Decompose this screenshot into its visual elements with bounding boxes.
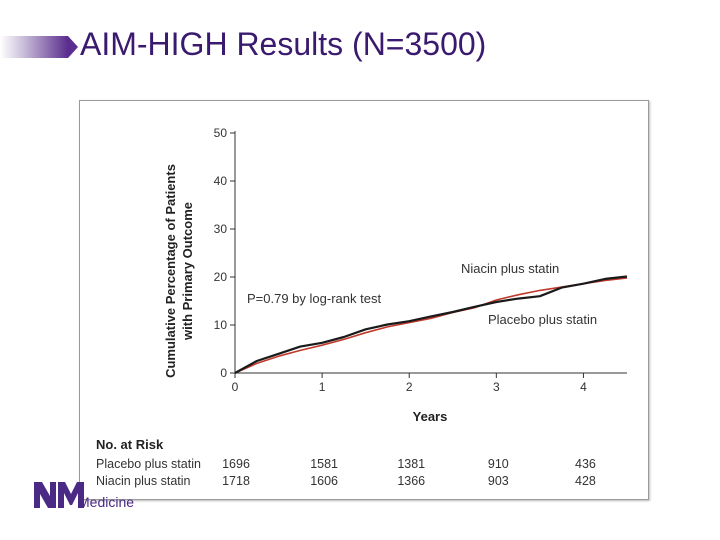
title-accent-bar <box>0 36 68 58</box>
at-risk-table: Placebo plus statin 1696 1581 1381 910 436 Nia… <box>96 457 596 488</box>
at-risk-value: 1606 <box>310 474 338 488</box>
x-tick-label: 4 <box>580 380 587 394</box>
series-lines <box>234 275 628 374</box>
p-value-annotation: P=0.79 by log-rank test <box>247 291 381 306</box>
y-tick-label: 50 <box>214 126 228 140</box>
at-risk-value: 428 <box>575 474 596 488</box>
at-risk-row-label: Niacin plus statin <box>96 474 191 488</box>
at-risk-value: 1581 <box>310 457 338 471</box>
at-risk-value: 1381 <box>397 457 425 471</box>
at-risk-value: 1696 <box>222 457 250 471</box>
at-risk-value: 1718 <box>222 474 250 488</box>
at-risk-row-label: Placebo plus statin <box>96 457 201 471</box>
y-axis-label: Cumulative Percentage of Patients with P… <box>163 164 195 378</box>
at-risk-title: No. at Risk <box>96 437 164 452</box>
axes <box>234 131 627 374</box>
kaplan-meier-chart: Cumulative Percentage of Patients with P… <box>96 126 628 488</box>
at-risk-value: 436 <box>575 457 596 471</box>
chart-figure: Cumulative Percentage of Patients with P… <box>79 100 649 500</box>
series-line-placebo <box>234 275 628 374</box>
northwestern-logo-icon <box>34 482 84 508</box>
y-tick-label: 30 <box>214 222 228 236</box>
at-risk-value: 1366 <box>397 474 425 488</box>
at-risk-value: 910 <box>488 457 509 471</box>
y-tick-label: 20 <box>214 270 228 284</box>
niacin-line-label: Niacin plus statin <box>461 261 559 276</box>
slide-title: AIM-HIGH Results (N=3500) <box>80 26 487 62</box>
y-axis-label-line2: with Primary Outcome <box>180 202 195 341</box>
title-accent-arrow <box>68 36 78 58</box>
x-axis-label: Years <box>413 409 448 424</box>
y-tick-label: 10 <box>214 318 228 332</box>
axis-ticks: 0 10 20 30 40 50 0 1 2 3 4 <box>214 126 587 394</box>
y-axis-label-line1: Cumulative Percentage of Patients <box>163 164 178 378</box>
y-tick-label: 40 <box>214 174 228 188</box>
placebo-line-label: Placebo plus statin <box>488 312 597 327</box>
y-tick-label: 0 <box>220 366 227 380</box>
logo-text: Medicine <box>78 494 135 510</box>
x-tick-label: 3 <box>493 380 500 394</box>
x-tick-label: 2 <box>406 380 413 394</box>
x-tick-label: 0 <box>232 380 239 394</box>
at-risk-value: 903 <box>488 474 509 488</box>
x-tick-label: 1 <box>319 380 326 394</box>
